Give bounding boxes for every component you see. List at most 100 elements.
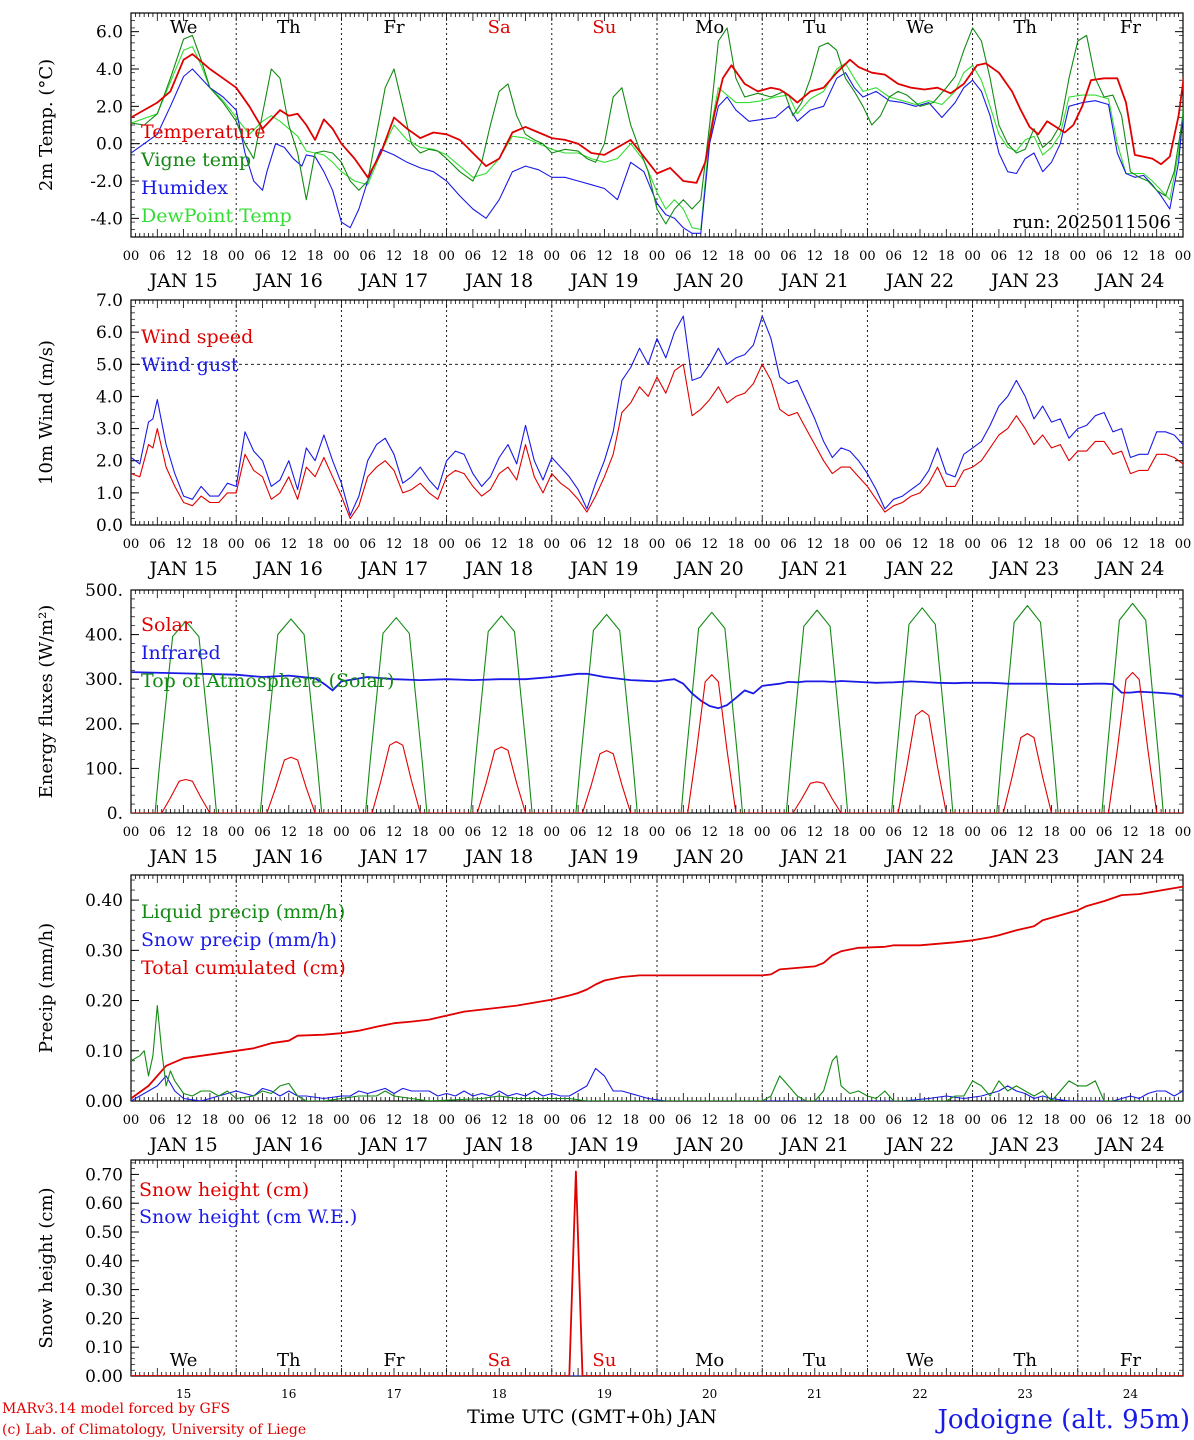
legend-entry: Humidex <box>141 177 228 199</box>
x-day-label: JAN 18 <box>463 270 533 292</box>
series-line <box>131 68 1183 234</box>
x-day-label: JAN 24 <box>1094 846 1164 868</box>
x-hour-label: 06 <box>359 537 376 552</box>
x-hour-label: 06 <box>780 825 797 840</box>
x-hour-label: 18 <box>202 537 219 552</box>
x-hour-label: 12 <box>1017 825 1034 840</box>
x-hour-label: 06 <box>149 537 166 552</box>
x-hour-label: 00 <box>964 249 981 264</box>
x-hour-label: 18 <box>1148 825 1165 840</box>
x-hour-label: 06 <box>570 249 587 264</box>
y-tick-label: 0.00 <box>85 1367 123 1387</box>
chart-panel-temp: -4.0 -2.0 0.0 2.0 4.0 6.0 2m Temp. (°C) 00 06 12 1… <box>36 12 1191 292</box>
y-tick-label: 0.30 <box>85 941 123 961</box>
x-hour-label: 00 <box>544 1113 561 1128</box>
x-day-number: 23 <box>1018 1387 1033 1401</box>
legend-entry: Wind gust <box>141 354 239 376</box>
x-hour-label: 12 <box>596 1113 613 1128</box>
x-hour-label: 00 <box>333 249 350 264</box>
x-hour-label: 12 <box>281 537 298 552</box>
y-tick-label: 0.00 <box>85 1092 123 1112</box>
x-hour-label: 06 <box>465 825 482 840</box>
x-day-number: 24 <box>1123 1387 1139 1401</box>
x-hour-label: 18 <box>517 1113 534 1128</box>
weekday-label: We <box>906 1350 934 1371</box>
series-line <box>131 671 1183 813</box>
x-hour-label: 00 <box>333 825 350 840</box>
x-hour-label: 00 <box>649 825 666 840</box>
series-line <box>131 1005 1183 1101</box>
x-hour-label: 00 <box>1070 825 1087 840</box>
x-hour-label: 12 <box>1017 537 1034 552</box>
x-day-label: JAN 19 <box>568 270 638 292</box>
x-hour-label: 18 <box>728 249 745 264</box>
x-hour-label: 12 <box>1122 825 1139 840</box>
y-tick-label: 0.10 <box>85 1042 123 1062</box>
x-hour-label: 06 <box>780 537 797 552</box>
x-hour-label: 12 <box>281 1113 298 1128</box>
x-hour-label: 00 <box>649 537 666 552</box>
series-line <box>131 671 1183 710</box>
x-hour-label: 12 <box>1017 249 1034 264</box>
chart-panel-precip: 0.00 0.10 0.20 0.30 0.40 Precip (mm/h) 00 06 12 1… <box>36 874 1192 1156</box>
x-hour-label: 12 <box>386 1113 403 1128</box>
x-hour-label: 00 <box>754 537 771 552</box>
x-hour-label: 06 <box>254 825 271 840</box>
x-hour-label: 00 <box>228 249 245 264</box>
x-hour-label: 12 <box>1122 249 1139 264</box>
x-day-number: 20 <box>702 1387 717 1401</box>
x-hour-label: 06 <box>675 249 692 264</box>
weekday-label: Mo <box>695 1350 724 1371</box>
x-day-label: JAN 17 <box>358 1134 428 1156</box>
x-hour-label: 06 <box>675 537 692 552</box>
weekday-label: Sa <box>488 17 511 38</box>
x-hour-label: 00 <box>123 1113 140 1128</box>
x-hour-label: 12 <box>491 825 508 840</box>
y-tick-label: 0.0 <box>96 516 123 536</box>
weekday-label: Th <box>1013 1350 1037 1371</box>
x-hour-label: 00 <box>544 537 561 552</box>
y-tick-label: 5.0 <box>96 355 123 375</box>
x-hour-label: 06 <box>780 1113 797 1128</box>
y-tick-label: 3.0 <box>96 420 123 440</box>
legend-entry: Solar <box>141 614 193 636</box>
x-day-label: JAN 23 <box>989 270 1059 292</box>
weekday-label: We <box>170 17 198 38</box>
x-hour-label: 06 <box>570 825 587 840</box>
x-hour-label: 00 <box>859 825 876 840</box>
x-day-label: JAN 17 <box>358 846 428 868</box>
x-day-label: JAN 18 <box>463 1134 533 1156</box>
x-hour-label: 00 <box>544 825 561 840</box>
x-hour-label: 12 <box>807 537 824 552</box>
x-hour-label: 12 <box>596 537 613 552</box>
series-group <box>131 885 1183 1101</box>
x-hour-label: 00 <box>544 249 561 264</box>
x-hour-label: 06 <box>149 825 166 840</box>
x-hour-label: 18 <box>202 825 219 840</box>
x-hour-label: 18 <box>622 537 639 552</box>
y-tick-label: 0.60 <box>85 1194 123 1214</box>
y-tick-label: 0.50 <box>85 1223 123 1243</box>
weekday-label: We <box>906 17 934 38</box>
x-hour-label: 18 <box>517 537 534 552</box>
y-tick-label: 2.0 <box>96 452 123 472</box>
weekday-label: Fr <box>1120 17 1141 38</box>
x-hour-label: 12 <box>491 249 508 264</box>
x-hour-label: 06 <box>570 537 587 552</box>
x-hour-label: 00 <box>1175 1113 1192 1128</box>
x-day-label: JAN 17 <box>358 558 428 580</box>
x-hour-label: 06 <box>1096 825 1113 840</box>
x-hour-label: 12 <box>491 537 508 552</box>
x-hour-label: 18 <box>307 249 324 264</box>
y-tick-label: 0.10 <box>85 1338 123 1358</box>
y-tick-label: 4.0 <box>96 387 123 407</box>
x-hour-label: 18 <box>1148 537 1165 552</box>
y-tick-label: 4.0 <box>96 60 123 80</box>
x-hour-label: 18 <box>833 249 850 264</box>
x-hour-label: 00 <box>228 1113 245 1128</box>
weekday-label: Mo <box>695 17 724 38</box>
x-hour-label: 00 <box>1070 249 1087 264</box>
x-hour-label: 06 <box>465 537 482 552</box>
chart-panel-snow: 0.00 0.10 0.20 0.30 0.40 0.50 0.60 0.70 Snow hei… <box>36 1159 1184 1401</box>
x-hour-label: 06 <box>465 1113 482 1128</box>
